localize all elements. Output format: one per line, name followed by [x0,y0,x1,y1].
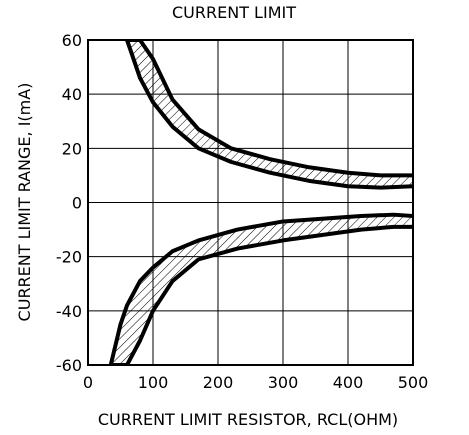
y-tick-label: 60 [62,31,82,50]
y-tick-label: -40 [56,302,82,321]
y-tick-label: 40 [62,85,82,104]
data-bands [108,40,413,365]
band-2-upper-line [108,224,413,365]
y-axis-label: CURRENT LIMIT RANGE, I(mA) [15,83,34,322]
x-tick-label: 200 [203,373,234,392]
y-tick-label: -20 [56,248,82,267]
band-1-upper-line [125,40,413,178]
band-2-fill [110,214,413,365]
x-axis-label: CURRENT LIMIT RESISTOR, RCL(OHM) [98,410,398,429]
x-tick-label: 400 [333,373,364,392]
y-tick-label: -60 [56,356,82,375]
chart-title: CURRENT LIMIT [172,3,296,22]
plot-frame [87,39,414,366]
x-tick-label: 500 [398,373,429,392]
y-tick-label: 20 [62,139,82,158]
band-1-lower-line [125,40,413,190]
band-2-lower-line [108,212,413,365]
band-1-fill [127,40,413,188]
y-tick-label: 0 [72,194,82,213]
x-tick-label: 100 [138,373,169,392]
x-tick-label: 300 [268,373,299,392]
grid-lines [88,40,413,365]
x-tick-label: 0 [83,373,93,392]
